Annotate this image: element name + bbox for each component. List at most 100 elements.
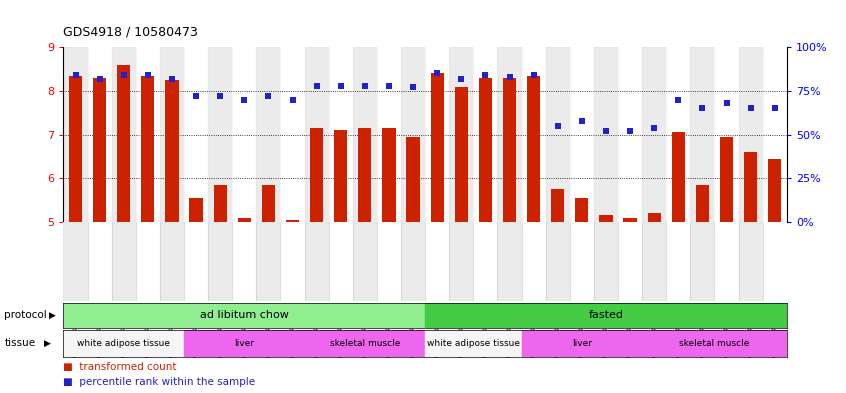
Bar [334, 130, 348, 222]
Bar [63, 47, 87, 222]
Bar [739, 222, 763, 301]
Point [334, 83, 348, 89]
Bar [305, 222, 328, 301]
Bar [647, 213, 661, 222]
Bar [666, 47, 690, 222]
Point [624, 128, 637, 134]
Bar [426, 330, 522, 357]
Bar [165, 80, 179, 222]
Bar [256, 222, 281, 301]
Bar [762, 47, 787, 222]
Point [551, 123, 564, 129]
Bar [184, 222, 208, 301]
Bar [624, 218, 637, 222]
Bar [232, 222, 256, 301]
Bar [431, 73, 444, 222]
Point [358, 83, 371, 89]
Bar [63, 330, 184, 357]
Bar [497, 222, 521, 301]
Text: protocol: protocol [4, 310, 47, 320]
Point [720, 100, 733, 106]
Text: white adipose tissue: white adipose tissue [77, 339, 170, 348]
Bar [425, 47, 449, 222]
Bar [232, 47, 256, 222]
Bar [570, 222, 594, 301]
Bar [527, 75, 541, 222]
Bar [521, 47, 546, 222]
Bar [406, 137, 420, 222]
Point [261, 93, 275, 99]
Point [69, 72, 82, 78]
Bar [521, 222, 546, 301]
Text: liver: liver [234, 339, 255, 348]
Bar [401, 222, 425, 301]
Bar [328, 47, 353, 222]
Bar [497, 47, 521, 222]
Bar [714, 47, 739, 222]
Point [165, 75, 179, 82]
Bar [160, 47, 184, 222]
Bar [135, 47, 160, 222]
Bar [546, 222, 570, 301]
Bar [744, 152, 757, 222]
Point [213, 93, 227, 99]
Bar [449, 222, 474, 301]
Text: ▶: ▶ [44, 339, 51, 348]
Point [141, 72, 155, 78]
Bar [238, 218, 251, 222]
Bar [208, 222, 232, 301]
Bar [667, 222, 690, 301]
Bar [376, 47, 401, 222]
Bar [305, 47, 328, 222]
Bar [305, 330, 425, 357]
Point [768, 105, 782, 112]
Bar [135, 222, 160, 301]
Bar [87, 222, 112, 301]
Point [431, 70, 444, 77]
Bar [642, 330, 787, 357]
Bar [594, 222, 618, 301]
Bar [768, 159, 782, 222]
Bar [714, 222, 739, 301]
Point [503, 74, 516, 80]
Bar [618, 47, 642, 222]
Bar [160, 222, 184, 301]
Text: ■  transformed count: ■ transformed count [63, 362, 177, 372]
Bar [401, 47, 425, 222]
Text: skeletal muscle: skeletal muscle [330, 339, 400, 348]
Point [454, 75, 468, 82]
Bar [382, 128, 396, 222]
Bar [642, 222, 666, 301]
Bar [599, 215, 613, 222]
Bar [426, 222, 449, 301]
Text: ad libitum chow: ad libitum chow [200, 310, 288, 320]
Bar [63, 303, 425, 328]
Bar [63, 222, 87, 301]
Bar [720, 137, 733, 222]
Text: tissue: tissue [4, 338, 36, 349]
Bar [521, 330, 642, 357]
Bar [358, 128, 371, 222]
Text: white adipose tissue: white adipose tissue [427, 339, 519, 348]
Bar [310, 128, 323, 222]
Bar [117, 64, 130, 222]
Bar [503, 78, 516, 222]
Bar [454, 86, 468, 222]
Point [117, 72, 130, 78]
Bar [93, 78, 107, 222]
Text: liver: liver [572, 339, 592, 348]
Bar [208, 47, 232, 222]
Point [575, 118, 589, 124]
Point [599, 128, 613, 134]
Point [93, 75, 107, 82]
Bar [190, 198, 203, 222]
Point [527, 72, 541, 78]
Bar [575, 198, 589, 222]
Bar [672, 132, 685, 222]
Text: fasted: fasted [589, 310, 624, 320]
Bar [551, 189, 564, 222]
Bar [594, 47, 618, 222]
Point [286, 96, 299, 103]
Bar [286, 220, 299, 222]
Bar [695, 185, 709, 222]
